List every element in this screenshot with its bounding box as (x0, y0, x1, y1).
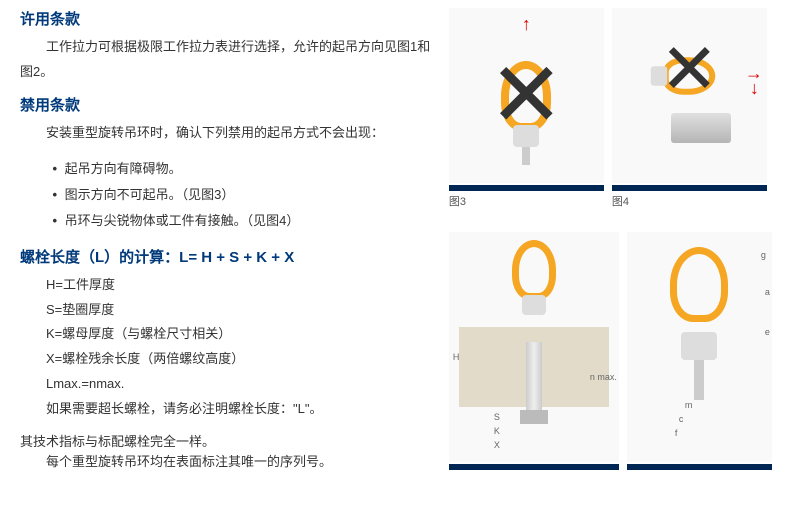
dim-s: S (494, 412, 500, 422)
def-s: S=垫圈厚度 (20, 298, 439, 323)
heading-allowed: 许用条款 (20, 8, 439, 29)
figure-bar (612, 185, 767, 191)
dim-f: f (675, 428, 678, 438)
figure-mounting-image: H n max. S K X (449, 232, 619, 462)
para-forbidden-intro: 安装重型旋转吊环时，确认下列禁用的起吊方式不会出现： (20, 121, 439, 146)
heading-forbidden: 禁用条款 (20, 94, 439, 115)
tech-bolt-icon (694, 360, 704, 400)
list-item: 起吊方向有障碍物。 (53, 156, 439, 182)
figure-4-label: 图4 (612, 193, 767, 209)
figure-3: ✕ ↑ 图3 (449, 8, 604, 224)
dim-k: K (494, 426, 500, 436)
mount-nut-icon (520, 410, 548, 424)
figure-3-image: ✕ ↑ (449, 8, 604, 183)
forbidden-x-icon: ✕ (660, 34, 719, 104)
dim-e: e (765, 327, 770, 337)
figure-technical-drawing: g a e m c f (627, 232, 772, 485)
figure-4-image: ✕ ↓ → (612, 8, 767, 183)
bolt-icon (522, 147, 530, 165)
def-h: H=工件厚度 (20, 273, 439, 298)
para-allowed: 工作拉力可根据极限工作拉力表进行选择，允许的起吊方向见图1和图2。 (20, 35, 439, 84)
figure-bar (627, 464, 772, 470)
figure-technical-image: g a e m c f (627, 232, 772, 462)
dim-g: g (761, 250, 766, 260)
figure-bar (449, 185, 604, 191)
tech-ring-icon (670, 247, 728, 322)
workpiece-block-icon (671, 113, 731, 143)
def-k: K=螺母厚度（与螺栓尺寸相关） (20, 322, 439, 347)
tech-base-icon (681, 332, 717, 360)
figure-3-label: 图3 (449, 193, 604, 209)
dim-x: X (494, 440, 500, 450)
dim-h: H (453, 352, 460, 362)
figure-bar (449, 464, 619, 470)
dim-m: m (685, 400, 693, 410)
note-serial: 每个重型旋转吊环均在表面标注其唯一的序列号。 (20, 450, 439, 475)
heading-bolt-length: 螺栓长度（L）的计算：L= H + S + K + X (20, 246, 439, 267)
mount-bolt-icon (526, 342, 542, 412)
figure-mounting: H n max. S K X (449, 232, 619, 485)
page-container: 许用条款 工作拉力可根据极限工作拉力表进行选择，允许的起吊方向见图1和图2。 禁… (0, 0, 800, 493)
dim-nmax: n max. (590, 372, 617, 382)
def-x: X=螺栓残余长度（两倍螺纹高度） (20, 347, 439, 372)
list-item: 图示方向不可起吊。（见图3） (53, 182, 439, 208)
note-long-bolt: 如果需要超长螺栓，请务必注明螺栓长度："L"。 (20, 397, 439, 422)
list-item: 吊环与尖锐物体或工件有接触。（见图4） (53, 208, 439, 234)
note-tech: 其技术指标与标配螺栓完全一样。 (20, 431, 439, 450)
figure-column: ✕ ↑ 图3 ✕ ↓ → 图4 (449, 8, 780, 485)
def-lmax: Lmax.=nmax. (20, 372, 439, 397)
arrow-up-icon: ↑ (522, 14, 531, 35)
forbidden-x-icon: ✕ (489, 51, 564, 141)
figure-4: ✕ ↓ → 图4 (612, 8, 767, 224)
forbidden-list: 起吊方向有障碍物。 图示方向不可起吊。（见图3） 吊环与尖锐物体或工件有接触。（… (20, 156, 439, 234)
dim-a: a (765, 287, 770, 297)
text-column: 许用条款 工作拉力可根据极限工作拉力表进行选择，允许的起吊方向见图1和图2。 禁… (20, 8, 449, 485)
dim-c: c (679, 414, 684, 424)
arrow-right-icon: → (745, 63, 763, 84)
mount-hook-icon (512, 240, 556, 300)
